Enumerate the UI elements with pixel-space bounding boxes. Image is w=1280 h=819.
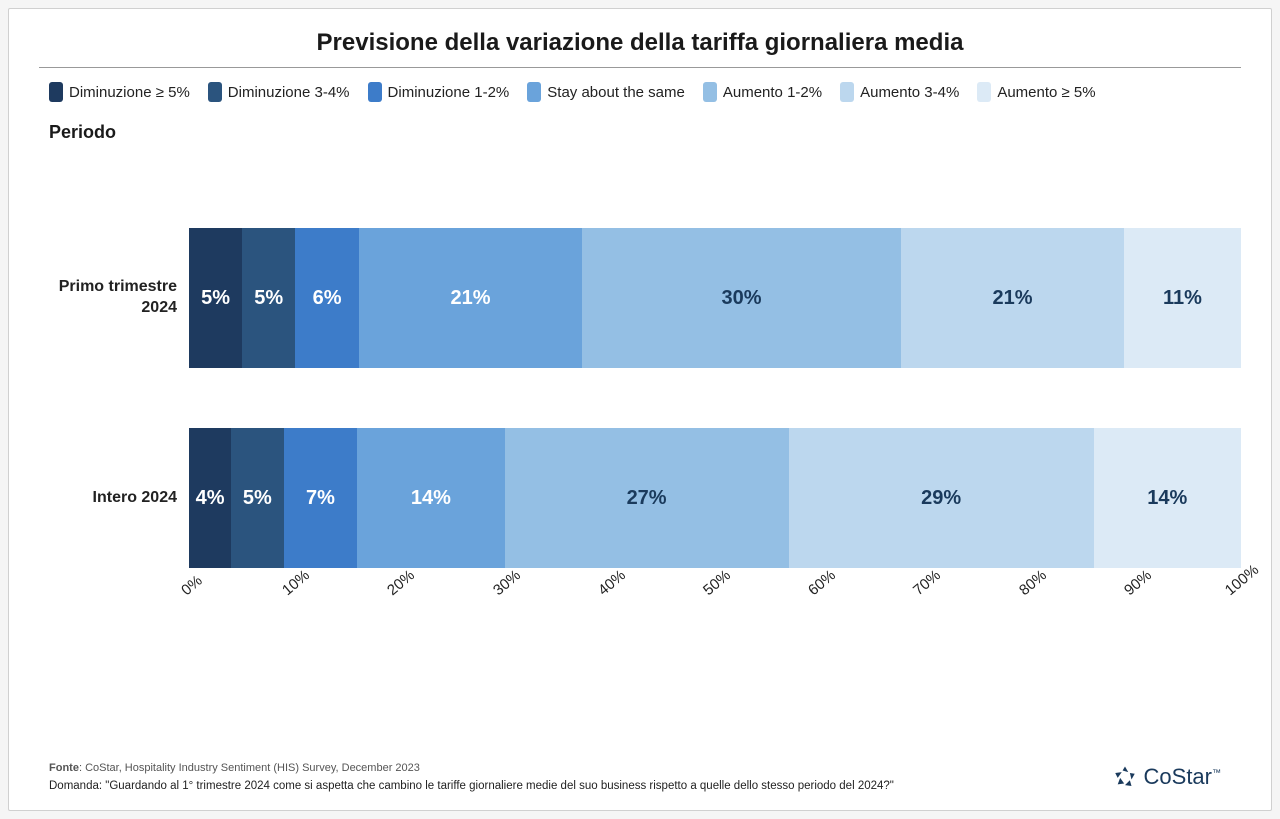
legend-swatch (208, 82, 222, 102)
category-label: Intero 2024 (49, 428, 189, 568)
footer: Fonte: CoStar, Hospitality Industry Sent… (49, 762, 1231, 792)
bar-segment: 7% (284, 428, 358, 568)
bar-segment: 21% (901, 228, 1124, 368)
plot-area: 5%5%6%21%30%21%11%4%5%7%14%27%29%14% 0%1… (189, 168, 1241, 626)
title-divider (39, 67, 1241, 68)
legend-label: Diminuzione ≥ 5% (69, 84, 190, 101)
bar-segment: 6% (295, 228, 359, 368)
legend-item: Aumento 1-2% (703, 82, 822, 102)
legend-swatch (977, 82, 991, 102)
x-axis-tick: 90% (1121, 567, 1155, 599)
bar-segment: 30% (582, 228, 901, 368)
category-label: Primo trimestre2024 (49, 228, 189, 368)
question-line: Domanda: "Guardando al 1° trimestre 2024… (49, 780, 1231, 792)
x-axis-tick: 50% (700, 567, 734, 599)
legend-item: Stay about the same (527, 82, 685, 102)
legend-label: Aumento ≥ 5% (997, 84, 1095, 101)
chart-area: Primo trimestre2024Intero 2024 5%5%6%21%… (39, 168, 1241, 626)
source-prefix: Fonte (49, 762, 79, 774)
source-line: Fonte: CoStar, Hospitality Industry Sent… (49, 762, 1231, 774)
bar-segment: 5% (242, 228, 295, 368)
bar-segment: 11% (1124, 228, 1241, 368)
y-axis-label: Periodo (39, 122, 1241, 143)
legend-swatch (527, 82, 541, 102)
legend-item: Aumento 3-4% (840, 82, 959, 102)
x-axis-tick: 30% (490, 567, 524, 599)
x-axis-tick: 40% (595, 567, 629, 599)
x-axis-tick: 10% (279, 567, 313, 599)
legend-swatch (703, 82, 717, 102)
legend-label: Aumento 3-4% (860, 84, 959, 101)
costar-logo-icon (1112, 764, 1138, 790)
source-text: : CoStar, Hospitality Industry Sentiment… (79, 762, 420, 774)
bar-segment: 5% (189, 228, 242, 368)
legend-item: Diminuzione 1-2% (368, 82, 510, 102)
bar-segment: 4% (189, 428, 231, 568)
chart-card: Previsione della variazione della tariff… (8, 8, 1272, 811)
bar-segment: 27% (505, 428, 789, 568)
bar-segment: 21% (359, 228, 582, 368)
x-axis-tick: 70% (910, 567, 944, 599)
bars-container: 5%5%6%21%30%21%11%4%5%7%14%27%29%14% (189, 168, 1241, 568)
legend-swatch (49, 82, 63, 102)
legend-label: Diminuzione 3-4% (228, 84, 350, 101)
legend-swatch (840, 82, 854, 102)
category-labels: Primo trimestre2024 Intero 2024 (49, 168, 189, 626)
x-axis-tick: 80% (1016, 567, 1050, 599)
bar-segment: 29% (789, 428, 1094, 568)
legend-label: Stay about the same (547, 84, 685, 101)
bar-segment: 14% (1094, 428, 1241, 568)
stacked-bar: 5%5%6%21%30%21%11% (189, 228, 1241, 368)
x-axis: 0%10%20%30%40%50%60%70%80%90%100% (189, 586, 1241, 626)
legend: Diminuzione ≥ 5% Diminuzione 3-4% Diminuzi… (39, 82, 1241, 102)
legend-item: Diminuzione ≥ 5% (49, 82, 190, 102)
legend-label: Aumento 1-2% (723, 84, 822, 101)
bar-segment: 5% (231, 428, 284, 568)
x-axis-tick: 20% (384, 567, 418, 599)
legend-item: Diminuzione 3-4% (208, 82, 350, 102)
legend-swatch (368, 82, 382, 102)
costar-logo-text: CoStar™ (1144, 764, 1221, 790)
stacked-bar: 4%5%7%14%27%29%14% (189, 428, 1241, 568)
chart-title: Previsione della variazione della tariff… (39, 29, 1241, 57)
legend-label: Diminuzione 1-2% (388, 84, 510, 101)
bar-segment: 14% (357, 428, 504, 568)
costar-logo: CoStar™ (1112, 764, 1221, 790)
legend-item: Aumento ≥ 5% (977, 82, 1095, 102)
x-axis-tick: 60% (805, 567, 839, 599)
